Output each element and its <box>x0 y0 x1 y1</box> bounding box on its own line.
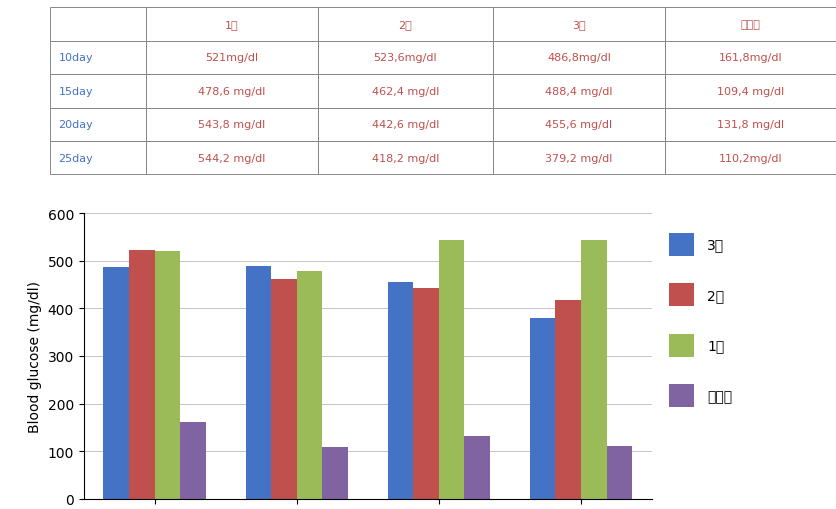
Bar <box>297 271 323 499</box>
Bar <box>530 319 555 499</box>
Bar <box>318 75 493 108</box>
Text: 418,2 mg/dl: 418,2 mg/dl <box>372 153 439 163</box>
Bar <box>50 42 146 75</box>
Text: 3군: 3군 <box>707 238 724 252</box>
Text: 2군: 2군 <box>707 288 724 302</box>
Bar <box>669 233 694 257</box>
Text: 25day: 25day <box>59 153 94 163</box>
Bar <box>146 142 318 175</box>
Bar <box>493 142 665 175</box>
Y-axis label: Blood glucose (mg/dl): Blood glucose (mg/dl) <box>28 280 42 432</box>
Bar <box>146 42 318 75</box>
Bar <box>318 108 493 142</box>
Bar <box>493 8 665 42</box>
Text: 442,6 mg/dl: 442,6 mg/dl <box>372 120 439 130</box>
Text: 161,8mg/dl: 161,8mg/dl <box>718 53 782 63</box>
Bar <box>388 282 413 499</box>
Text: 544,2 mg/dl: 544,2 mg/dl <box>198 153 266 163</box>
Bar <box>181 422 206 499</box>
Bar <box>50 142 146 175</box>
Bar <box>104 268 129 499</box>
Bar <box>146 75 318 108</box>
Text: 110,2mg/dl: 110,2mg/dl <box>718 153 782 163</box>
Bar <box>439 240 465 499</box>
Bar <box>323 447 348 499</box>
Bar <box>50 75 146 108</box>
Bar <box>669 385 694 407</box>
Bar <box>607 446 632 499</box>
Bar <box>271 279 297 499</box>
Bar <box>669 334 694 357</box>
Bar <box>493 75 665 108</box>
Bar <box>581 240 607 499</box>
Text: 523,6mg/dl: 523,6mg/dl <box>374 53 437 63</box>
Text: 대조군: 대조군 <box>707 389 732 403</box>
Bar <box>665 42 836 75</box>
Bar <box>669 284 694 306</box>
Text: 1군: 1군 <box>225 20 239 30</box>
Text: 521mg/dl: 521mg/dl <box>206 53 258 63</box>
Bar <box>246 267 271 499</box>
Bar <box>665 75 836 108</box>
Bar <box>493 108 665 142</box>
Bar <box>665 142 836 175</box>
Text: 131,8 mg/dl: 131,8 mg/dl <box>716 120 784 130</box>
Bar <box>413 289 439 499</box>
Text: 486,8mg/dl: 486,8mg/dl <box>547 53 611 63</box>
Text: 379,2 mg/dl: 379,2 mg/dl <box>545 153 613 163</box>
Text: 488,4 mg/dl: 488,4 mg/dl <box>545 87 613 97</box>
Bar <box>665 108 836 142</box>
Text: 109,4 mg/dl: 109,4 mg/dl <box>716 87 784 97</box>
Text: 대조군: 대조군 <box>741 20 760 30</box>
Text: 462,4 mg/dl: 462,4 mg/dl <box>372 87 439 97</box>
Bar <box>129 250 155 499</box>
Text: 3군: 3군 <box>572 20 586 30</box>
Bar <box>50 108 146 142</box>
Bar <box>146 8 318 42</box>
Text: 543,8 mg/dl: 543,8 mg/dl <box>198 120 266 130</box>
Bar <box>665 8 836 42</box>
Text: 10day: 10day <box>59 53 93 63</box>
Bar <box>318 8 493 42</box>
Text: 2군: 2군 <box>399 20 412 30</box>
Bar <box>465 436 490 499</box>
Text: 455,6 mg/dl: 455,6 mg/dl <box>545 120 613 130</box>
Bar <box>146 108 318 142</box>
Bar <box>493 42 665 75</box>
Bar <box>155 251 181 499</box>
Bar <box>318 42 493 75</box>
Bar <box>555 300 581 499</box>
Bar <box>318 142 493 175</box>
Text: 478,6 mg/dl: 478,6 mg/dl <box>198 87 266 97</box>
Text: 15day: 15day <box>59 87 93 97</box>
Text: 20day: 20day <box>59 120 94 130</box>
Bar <box>50 8 146 42</box>
Text: 1군: 1군 <box>707 338 725 353</box>
